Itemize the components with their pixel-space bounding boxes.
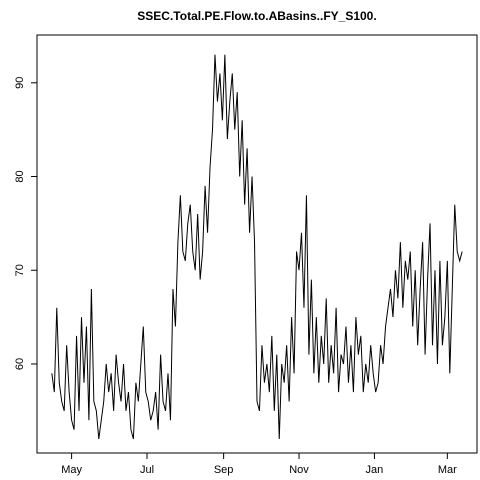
chart-title: SSEC.Total.PE.Flow.to.ABasins..FY_S100.	[137, 9, 376, 23]
plot-frame	[36, 34, 478, 454]
data-line	[51, 54, 463, 440]
x-tick-label: May	[61, 464, 82, 476]
y-tick-label: 90	[14, 77, 26, 89]
x-tick-label: Mar	[438, 464, 457, 476]
y-tick-label: 60	[14, 358, 26, 370]
y-tick-label: 80	[14, 170, 26, 182]
y-tick-label: 70	[14, 264, 26, 276]
x-tick-label: Nov	[289, 464, 309, 476]
x-tick-label: Sep	[214, 464, 234, 476]
x-tick-label: Jan	[366, 464, 384, 476]
x-tick-label: Jul	[140, 464, 154, 476]
